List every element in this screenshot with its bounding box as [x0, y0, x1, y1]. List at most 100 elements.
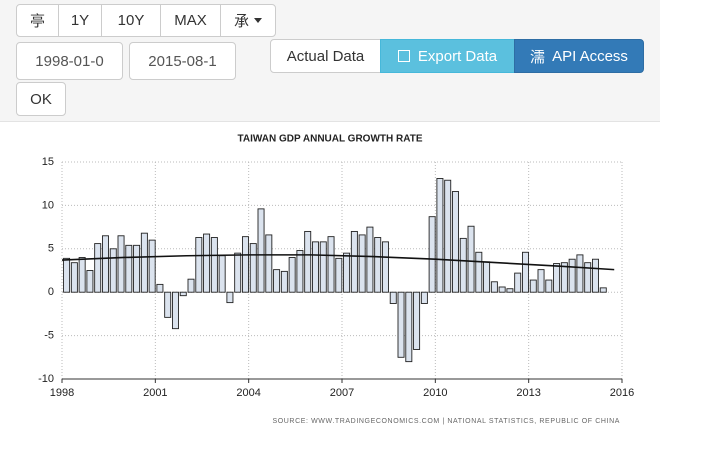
bar [506, 288, 514, 293]
chart-title: TAIWAN GDP ANNUAL GROWTH RATE [238, 134, 423, 145]
bar [576, 254, 584, 293]
trend-line [61, 254, 615, 271]
range-dropdown[interactable]: 承 [220, 4, 276, 37]
bar [436, 178, 444, 293]
bar [545, 279, 553, 293]
x-tick-label: 2013 [516, 387, 540, 399]
export-label: Export Data [417, 47, 498, 65]
bar [467, 225, 475, 293]
x-tick-label: 2016 [610, 387, 634, 399]
bar [125, 244, 133, 293]
start-date-input[interactable]: 1998-01-0 [16, 42, 123, 80]
export-data-button[interactable]: Export Data [380, 39, 515, 73]
bar [568, 258, 576, 293]
bar [475, 251, 483, 293]
bar [560, 262, 568, 293]
bar [187, 278, 195, 293]
bar [164, 291, 172, 318]
x-tick-label: 2001 [143, 387, 167, 399]
bar [241, 236, 249, 293]
api-access-button[interactable]: 濡 API Access [514, 39, 644, 73]
x-tick-label: 1998 [50, 387, 74, 399]
bar [218, 255, 226, 293]
bar [156, 283, 164, 293]
bar [171, 291, 179, 330]
bar [195, 237, 203, 293]
bar [117, 235, 125, 293]
bar [366, 226, 374, 293]
bar [374, 237, 382, 293]
checkbox-icon [397, 50, 410, 62]
bar [226, 291, 234, 304]
bar [428, 216, 436, 293]
api-label: API Access [552, 47, 628, 65]
bar [327, 236, 335, 293]
y-tick-label: 5 [48, 243, 54, 255]
bar [335, 257, 343, 293]
bar [319, 241, 327, 293]
bar [451, 191, 459, 293]
x-tick-label: 2010 [423, 387, 447, 399]
bar [63, 257, 71, 293]
bar [521, 251, 529, 293]
bar [148, 239, 156, 293]
bar [101, 235, 109, 293]
bar [444, 179, 452, 293]
bar [311, 241, 319, 293]
bar [381, 241, 389, 293]
x-tick-label: 2007 [330, 387, 354, 399]
x-tick-label: 2004 [236, 387, 260, 399]
bar [584, 262, 592, 293]
bar [273, 269, 281, 293]
bar [420, 291, 428, 304]
y-tick-label: -10 [38, 373, 54, 385]
range-button[interactable]: MAX [160, 4, 221, 37]
bar [343, 252, 351, 293]
bar [179, 291, 187, 297]
bar [70, 262, 78, 293]
end-date-input[interactable]: 2015-08-1 [129, 42, 236, 80]
range-button[interactable]: 1Y [58, 4, 102, 37]
caret [254, 18, 262, 23]
source-note: SOURCE: WWW.TRADINGECONOMICS.COM | NATIO… [272, 418, 620, 425]
ok-button[interactable]: OK [16, 82, 66, 116]
bar [109, 248, 117, 293]
range-button[interactable]: 10Y [101, 4, 161, 37]
bar [280, 270, 288, 293]
y-tick-label: 0 [48, 286, 54, 298]
bar [553, 263, 561, 293]
bar [86, 270, 94, 293]
bar [296, 250, 304, 293]
chart: TAIWAN GDP ANNUAL GROWTH RATE SOURCE: WW… [38, 134, 634, 425]
bar [350, 230, 358, 293]
range-button[interactable]: 亭 [16, 4, 59, 37]
bar [591, 258, 599, 293]
bar [203, 233, 211, 293]
bar [483, 261, 491, 293]
bar [599, 287, 607, 293]
toolbar: 亭 1Y 10Y MAX 承 1998-01-0 2015-08-1 Actua… [0, 0, 660, 122]
bar [397, 291, 405, 358]
api-icon: 濡 [530, 48, 546, 66]
bar [304, 230, 312, 293]
bar [288, 257, 296, 293]
bar [498, 286, 506, 293]
bar [257, 208, 265, 293]
bar [133, 244, 141, 293]
bar [405, 291, 413, 363]
bar [94, 243, 102, 293]
actual-data-button[interactable]: Actual Data [270, 39, 381, 73]
y-tick-label: -5 [44, 330, 54, 342]
bar [265, 234, 273, 293]
bar [413, 291, 421, 350]
bar [490, 281, 498, 293]
bar [389, 291, 397, 304]
bar [537, 269, 545, 293]
bar [140, 232, 148, 293]
dropdown-label: 承 [233, 13, 249, 30]
bar [210, 237, 218, 293]
bar [459, 237, 467, 293]
bar [234, 252, 242, 293]
bar [249, 243, 257, 293]
